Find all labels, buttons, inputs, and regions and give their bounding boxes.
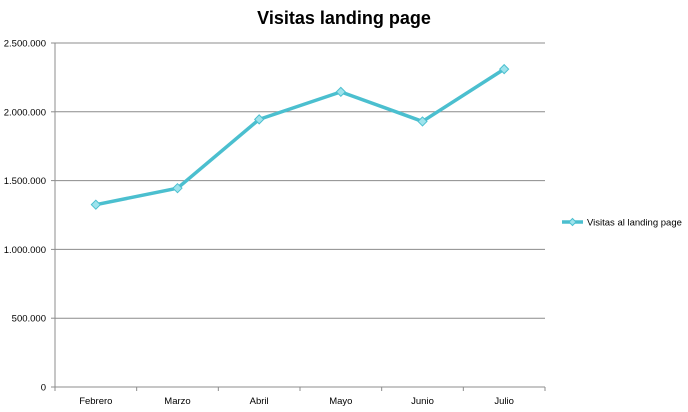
y-tick-label: 1.500.000	[4, 176, 46, 187]
gridlines	[55, 42, 545, 319]
x-axis-tick-labels: Febrero Marzo Abril Mayo Junio Julio	[79, 396, 514, 407]
legend-label: Visitas al landing page	[587, 218, 682, 229]
x-tick-label: Abril	[250, 396, 269, 407]
y-axis-tick-labels: 0 500.000 1.000.000 1.500.000 2.000.000 2.500…	[4, 39, 46, 394]
y-tick-label: 0	[41, 383, 46, 394]
y-tick-label: 1.000.000	[4, 245, 46, 256]
axes	[51, 42, 546, 391]
data-point-marker	[335, 86, 347, 98]
data-point-marker	[253, 114, 265, 125]
legend: Visitas al landing page	[562, 218, 682, 229]
y-tick-label: 2.500.000	[4, 39, 46, 50]
data-point-marker	[498, 63, 510, 75]
data-point-marker	[90, 199, 102, 210]
x-tick-label: Junio	[411, 396, 434, 407]
chart-title: Visitas landing page	[257, 8, 431, 28]
y-tick-label: 2.000.000	[4, 107, 46, 118]
x-tick-label: Febrero	[79, 396, 112, 407]
series-lines	[94, 67, 506, 207]
legend-swatch-marker	[568, 217, 577, 227]
series-markers	[90, 63, 510, 210]
data-point-marker	[417, 116, 428, 127]
data-point-marker	[172, 182, 183, 194]
x-tick-label: Mayo	[329, 396, 352, 407]
y-tick-label: 500.000	[12, 314, 46, 325]
x-tick-label: Marzo	[164, 396, 190, 407]
series-line	[94, 67, 506, 207]
x-tick-label: Julio	[494, 396, 514, 407]
